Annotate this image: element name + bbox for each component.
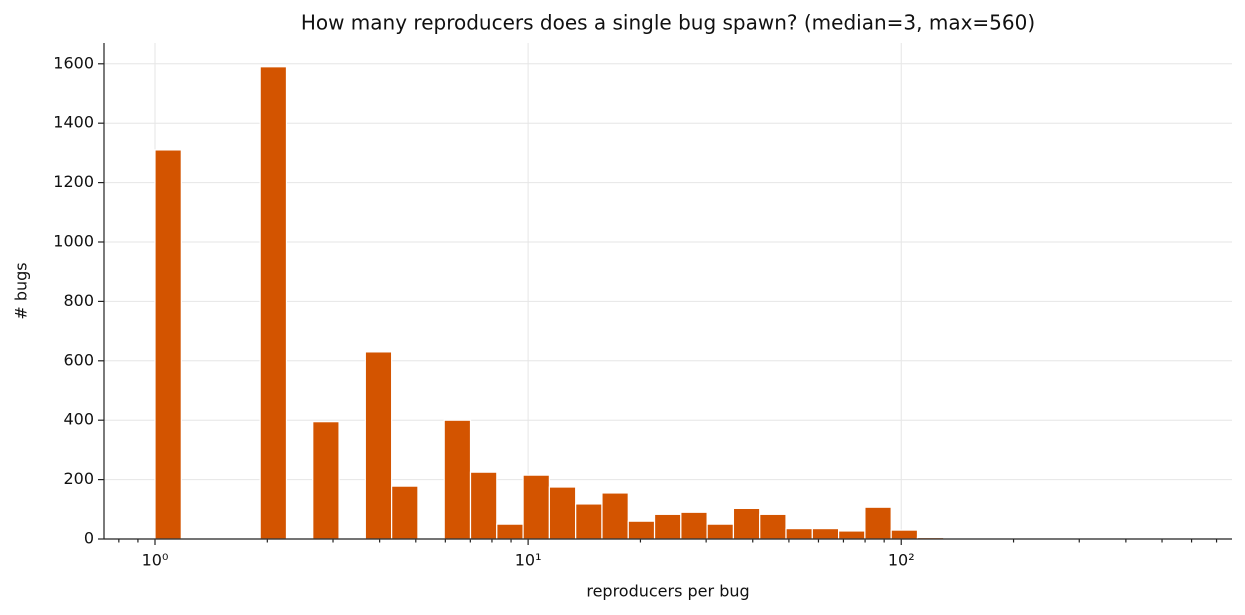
bar <box>312 421 340 540</box>
bar <box>391 485 419 540</box>
y-tick-label: 1600 <box>53 53 94 72</box>
bar <box>837 530 866 540</box>
bar <box>154 149 182 540</box>
y-axis-label: # bugs <box>12 262 31 319</box>
bar <box>890 529 919 540</box>
bar <box>364 351 393 540</box>
y-tick-label: 1200 <box>53 172 94 191</box>
bar <box>759 513 787 540</box>
x-tick-label: 10¹ <box>515 551 542 570</box>
bar <box>732 507 761 540</box>
bar <box>575 503 603 540</box>
y-tick-label: 1400 <box>53 113 94 132</box>
bar <box>522 474 550 540</box>
y-tick-label: 800 <box>63 291 94 310</box>
bar <box>811 528 840 540</box>
bar <box>259 66 288 540</box>
bar <box>653 513 682 540</box>
y-tick-label: 1000 <box>53 231 94 250</box>
bar <box>627 520 656 540</box>
bar <box>496 523 524 540</box>
bar <box>548 486 577 540</box>
bar <box>680 511 708 540</box>
y-tick-label: 600 <box>63 350 94 369</box>
x-tick-label: 10² <box>888 551 915 570</box>
bar <box>706 523 735 540</box>
chart-title: How many reproducers does a single bug s… <box>301 11 1035 35</box>
x-tick-label: 10⁰ <box>142 551 169 570</box>
y-tick-label: 200 <box>63 469 94 488</box>
y-tick-label: 0 <box>84 529 94 548</box>
bar <box>785 528 813 540</box>
bar <box>601 492 629 540</box>
y-tick-label: 400 <box>63 410 94 429</box>
bar <box>443 419 472 540</box>
x-axis-label: reproducers per bug <box>586 582 749 601</box>
bar <box>864 506 892 540</box>
bar <box>469 471 498 540</box>
